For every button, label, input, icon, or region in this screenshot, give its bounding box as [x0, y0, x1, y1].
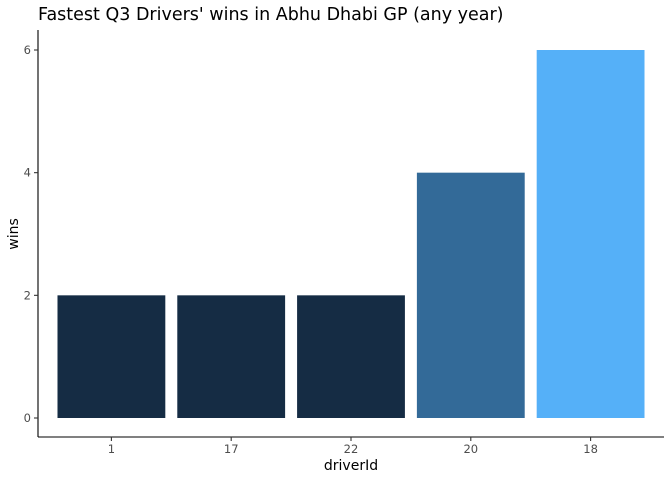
x-tick-label: 18 — [583, 442, 598, 456]
y-tick-label: 6 — [24, 43, 31, 57]
x-tick-label: 22 — [344, 442, 359, 456]
y-tick-label: 2 — [24, 288, 31, 302]
x-tick-label: 17 — [224, 442, 239, 456]
bar-driver-1 — [57, 295, 166, 418]
chart-title: Fastest Q3 Drivers' wins in Abhu Dhabi G… — [38, 5, 504, 25]
y-tick-label: 4 — [24, 166, 31, 180]
x-axis-title: driverId — [324, 458, 378, 474]
x-ticks-group: 1 17 22 20 18 — [108, 437, 598, 456]
bar-driver-20 — [416, 172, 525, 418]
bar-driver-18 — [536, 50, 645, 418]
bar-driver-22 — [297, 295, 405, 418]
x-tick-label: 20 — [463, 442, 478, 456]
bars-group — [57, 50, 645, 418]
y-tick-label: 0 — [24, 411, 31, 425]
y-axis-title: wins — [6, 218, 22, 250]
bar-driver-17 — [177, 295, 286, 418]
y-ticks-group: 0 2 4 6 — [24, 43, 38, 425]
x-tick-label: 1 — [108, 442, 115, 456]
